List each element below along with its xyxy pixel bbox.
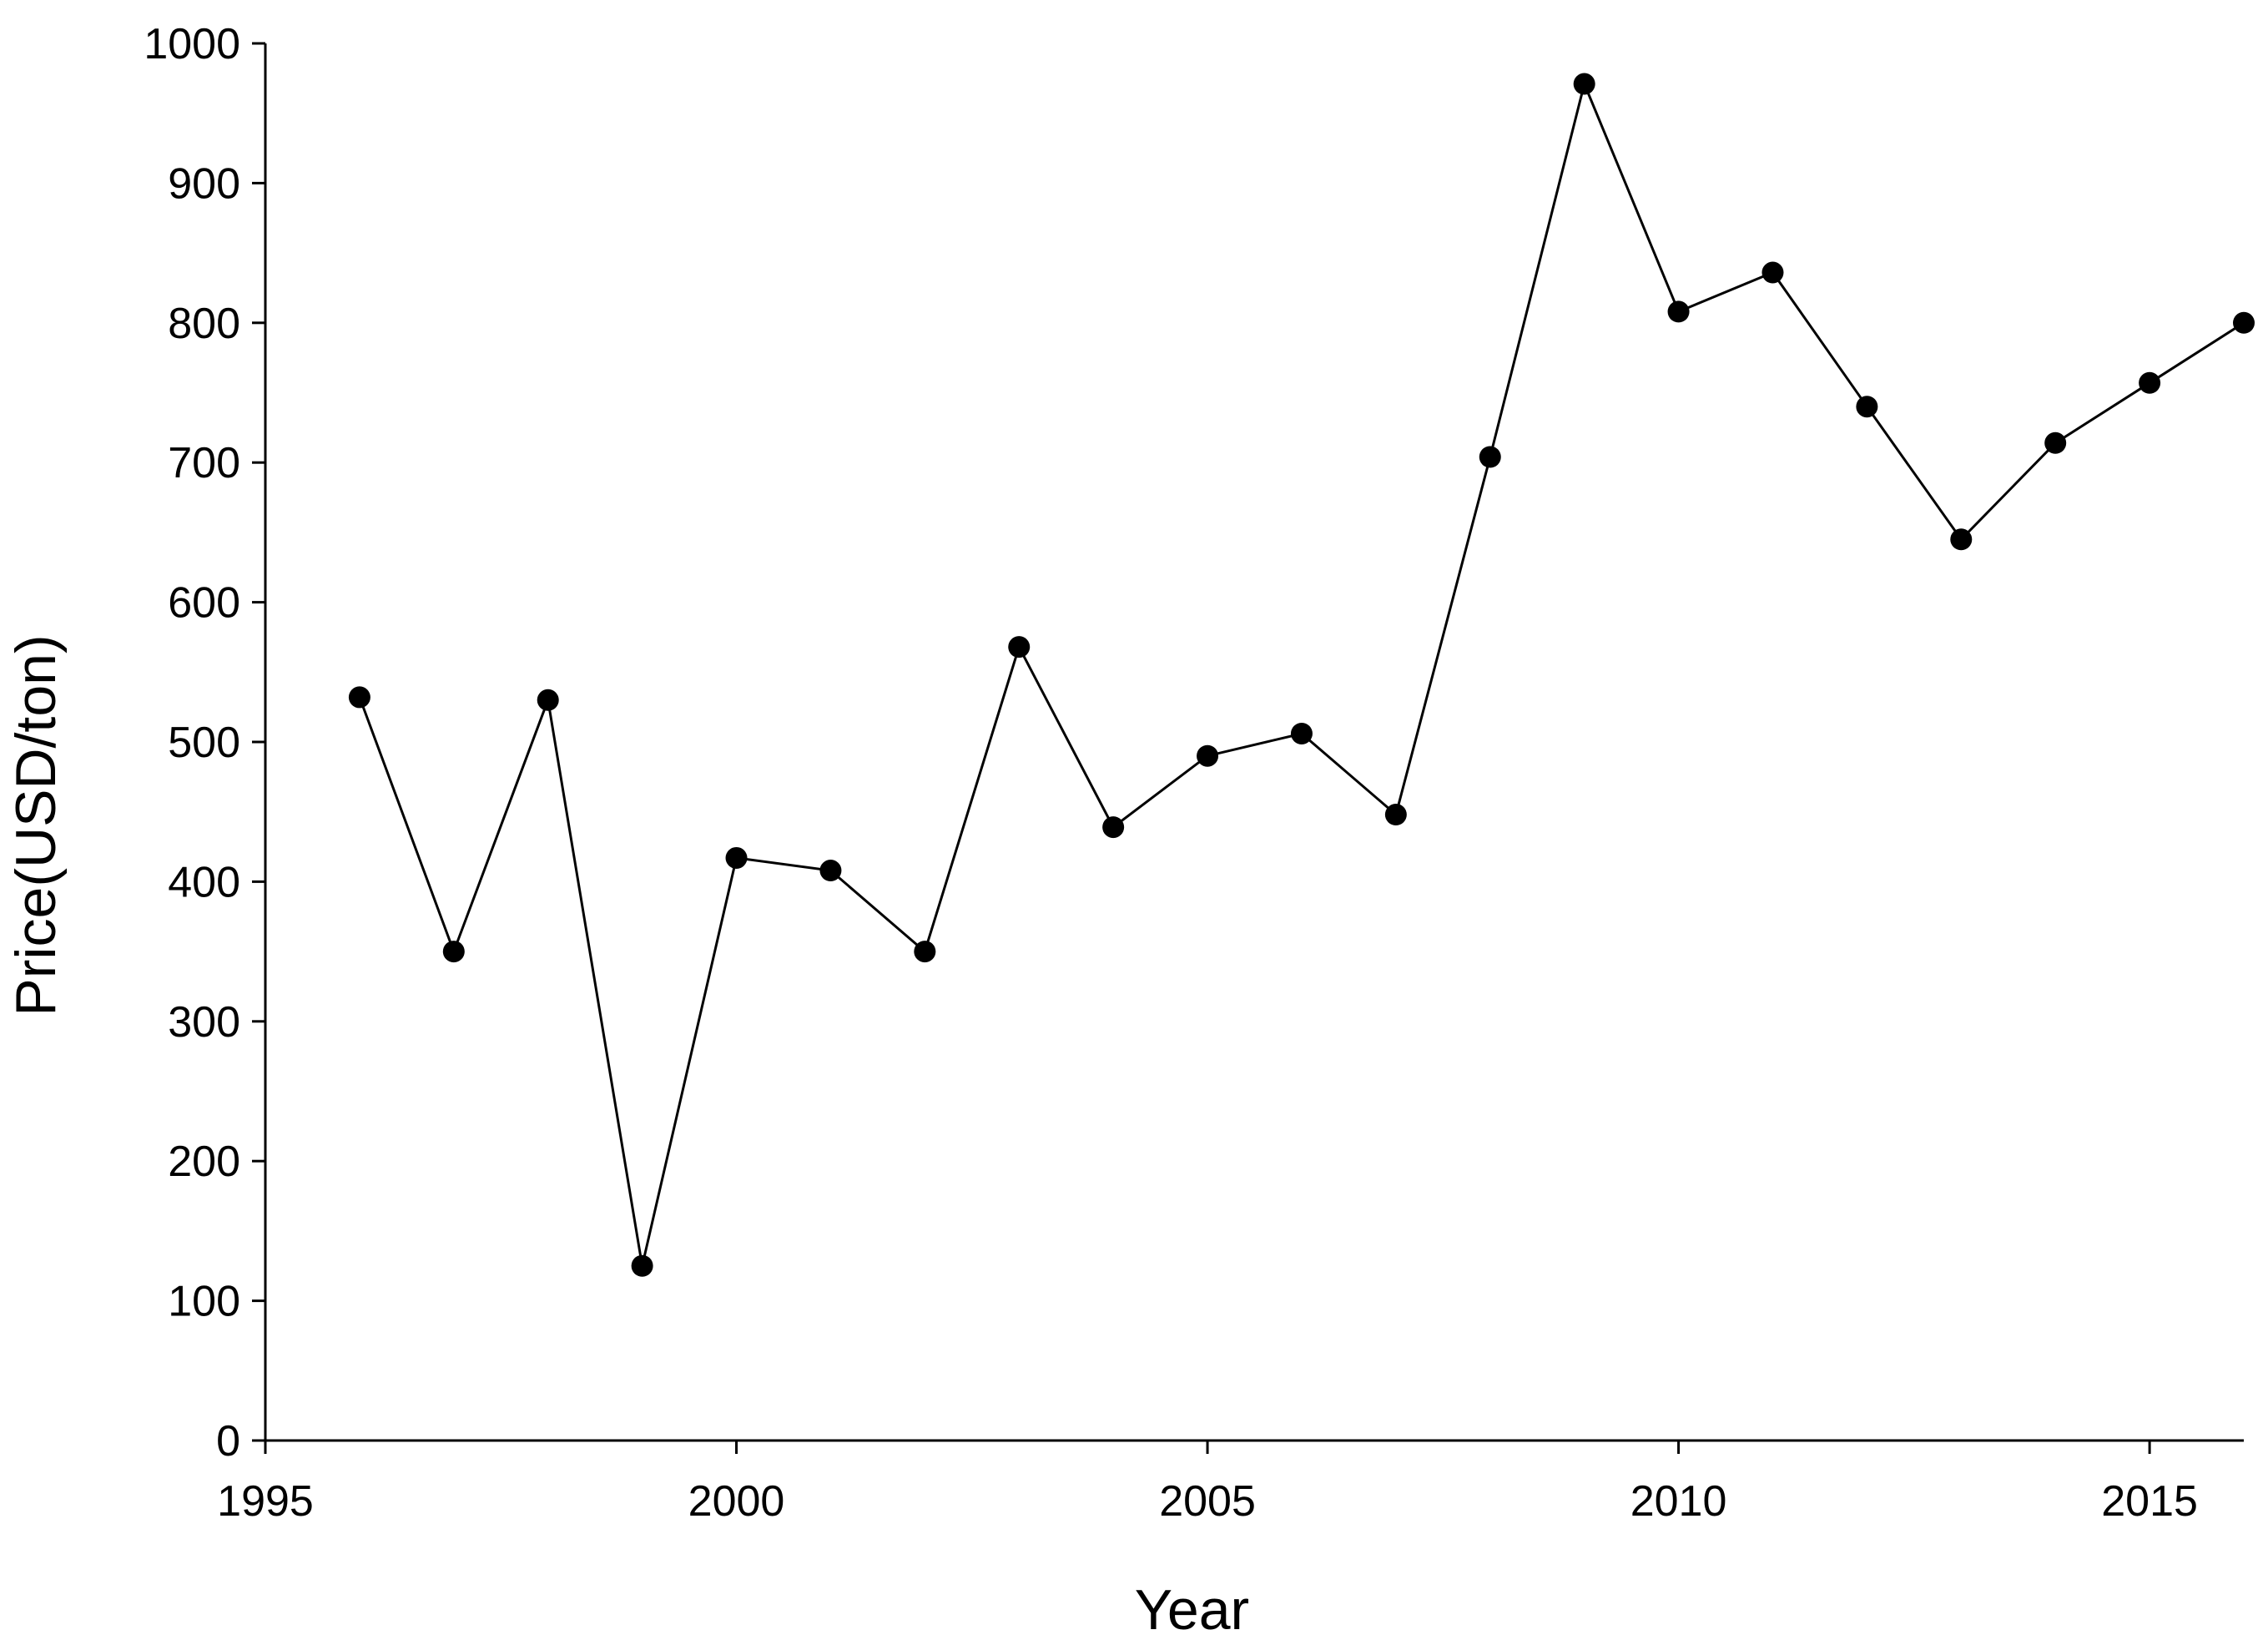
y-tick-label: 700 [168,439,240,487]
y-tick-label: 0 [216,1417,240,1466]
data-point [1573,73,1595,95]
data-point [348,686,370,709]
data-point [725,846,748,869]
series-line [358,79,2245,1267]
data-point [819,860,842,882]
y-tick-label: 300 [168,998,240,1047]
x-tick-label: 2005 [1159,1477,1256,1526]
series-layer [348,73,2255,1277]
data-point [2233,311,2255,334]
data-point [1479,446,1501,468]
data-point [2139,371,2161,394]
y-ticks: 0 100 200 300 400 500 600 700 800 900 1000 [144,20,265,1466]
data-point [1856,396,1878,418]
data-point [1384,804,1407,826]
x-tick-label: 2000 [688,1477,785,1526]
x-tick-label: 2010 [1630,1477,1727,1526]
data-point [537,689,559,711]
data-point [1197,744,1219,767]
data-point [1290,722,1313,744]
y-tick-label: 800 [168,300,240,348]
y-tick-label: 400 [168,858,240,906]
x-tick-label: 2015 [2101,1477,2198,1526]
data-point [914,941,936,963]
y-tick-label: 200 [168,1138,240,1186]
y-tick-label: 600 [168,579,240,628]
data-point [1102,816,1125,839]
data-point [1761,261,1784,284]
data-point [1008,636,1031,658]
y-axis-title: Price(USD/ton) [4,634,68,1016]
y-tick-label: 500 [168,719,240,767]
data-point [442,941,465,963]
axes [264,43,2244,1442]
y-tick-label: 900 [168,159,240,208]
data-point [2044,431,2067,454]
x-tick-label: 1995 [217,1477,314,1526]
y-tick-label: 100 [168,1278,240,1326]
y-tick-label: 1000 [144,20,240,68]
data-point [1667,300,1690,323]
x-ticks: 1995 2000 2005 2010 2015 [217,1441,2198,1526]
data-point [631,1254,653,1277]
x-axis-title: Year [1135,1578,1249,1642]
data-point [1950,528,1973,551]
